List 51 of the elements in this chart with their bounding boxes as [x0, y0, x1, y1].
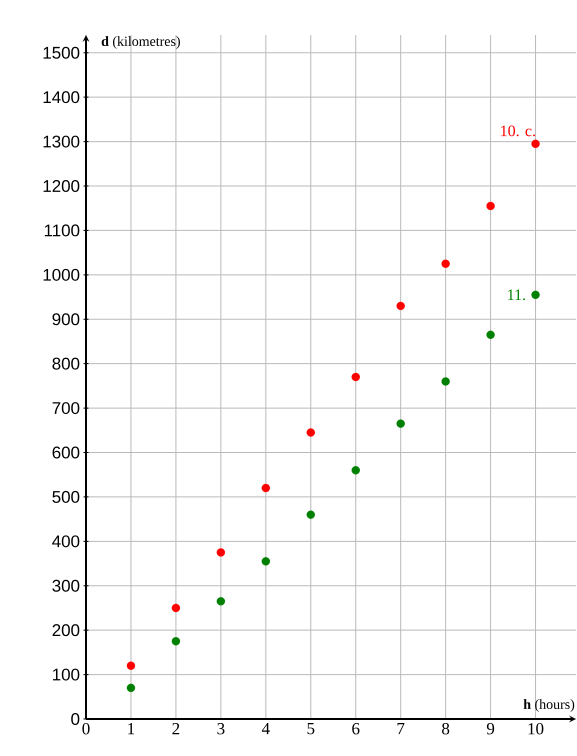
point	[531, 290, 540, 300]
point	[262, 484, 270, 492]
point	[172, 637, 180, 646]
x-tick-label: 4	[262, 723, 270, 734]
series-label: 11.	[508, 289, 526, 300]
y-tick-label: 100	[53, 668, 80, 681]
y-tick-label: 1000	[44, 268, 80, 281]
point	[352, 372, 360, 382]
y-tick-label: 1400	[44, 91, 80, 104]
point	[172, 604, 180, 612]
point	[396, 302, 405, 310]
x-tick-label: 2	[172, 723, 180, 734]
y-tick-label: 200	[52, 624, 80, 636]
point	[441, 260, 450, 268]
series-label: 10. c.	[501, 125, 535, 136]
x-tick-label: 5	[308, 723, 314, 734]
point	[531, 140, 540, 148]
y-tick-label: 1100	[44, 224, 80, 236]
point	[216, 597, 226, 606]
point	[126, 684, 136, 692]
y-tick-label: 1200	[44, 180, 80, 192]
x-tick-label: 0	[82, 723, 90, 734]
y-axis-title: d (kilometres)	[102, 36, 180, 49]
y-tick-label: 900	[52, 313, 80, 326]
point	[262, 557, 270, 566]
y-tick-label: 0	[71, 713, 80, 725]
y-tick-label: 1300	[44, 136, 80, 148]
x-tick-label: 3	[217, 723, 224, 734]
point	[126, 662, 136, 670]
y-tick-label: 300	[52, 580, 80, 592]
y-tick-label: 500	[52, 490, 80, 503]
x-tick-label: 1	[128, 723, 134, 734]
point	[352, 466, 360, 474]
y-tick-label: 600	[52, 446, 80, 459]
x-tick-label: 6	[352, 723, 360, 734]
x-tick-label: 9	[486, 723, 494, 734]
point	[306, 428, 315, 437]
x-axis-title: h (hours)	[524, 699, 574, 712]
y-tick-label: 1500	[44, 46, 80, 59]
point	[396, 419, 405, 428]
point	[216, 548, 226, 557]
x-tick-label: 8	[442, 723, 450, 734]
y-tick-label: 400	[52, 535, 80, 548]
point	[486, 330, 495, 339]
x-tick-label: 7	[398, 723, 404, 734]
point	[486, 202, 495, 210]
point	[306, 510, 315, 519]
y-tick-label: 800	[52, 358, 80, 370]
point	[441, 377, 450, 386]
x-tick-label: 10	[528, 723, 544, 734]
y-tick-label: 700	[52, 402, 80, 414]
